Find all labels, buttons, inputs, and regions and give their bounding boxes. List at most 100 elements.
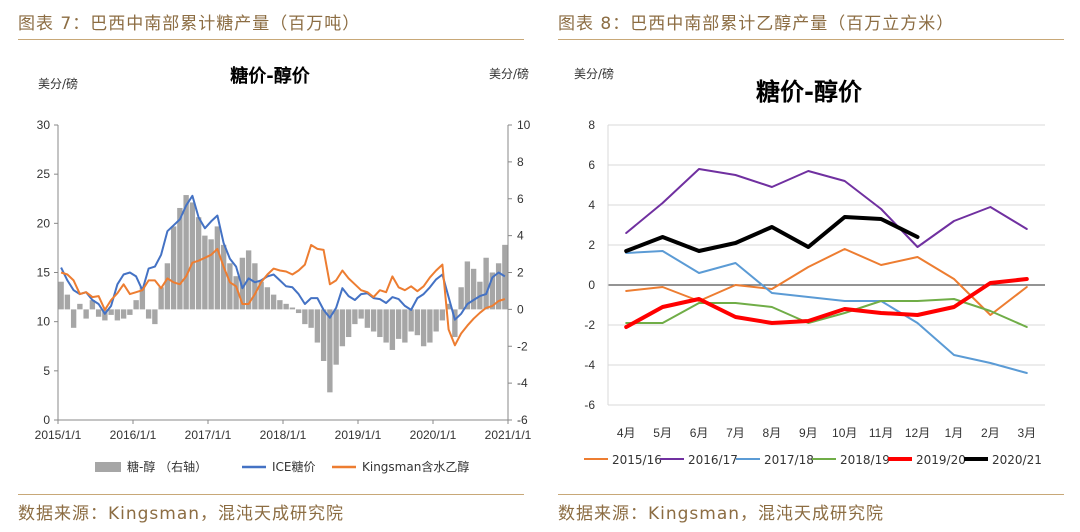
spread-bar <box>114 309 121 321</box>
legend-ice-label: ICE糖价 <box>272 459 316 474</box>
series-line-2016-17 <box>625 168 1028 248</box>
x-tick-label: 2月 <box>981 426 1000 440</box>
y-tick-label: 6 <box>588 158 595 172</box>
spread-bar <box>239 257 246 310</box>
spread-bar <box>439 309 446 321</box>
right-y-tick-label: 6 <box>517 192 524 206</box>
panel-right-chart8: 图表 8：巴西中南部累计乙醇产量（百万立方米） 糖价-醇价 美分/磅 -6 -4 -2 0… <box>540 0 1080 532</box>
spread-bar <box>58 281 64 310</box>
x-tick-label: 2019/1/1 <box>335 428 382 442</box>
x-tick-label: 3月 <box>1017 426 1036 440</box>
spread-bar <box>158 287 164 310</box>
spread-bar <box>83 309 89 319</box>
y-tick-label: -6 <box>584 398 595 412</box>
x-tick-label: 5月 <box>653 426 672 440</box>
spread-bar <box>102 309 108 321</box>
left-y-tick-label: 25 <box>37 167 51 181</box>
x-tick-label: 8月 <box>763 426 782 440</box>
x-tick-label: 2015/1/1 <box>35 428 82 442</box>
y-tick-label: -2 <box>584 318 595 332</box>
series-line-2015-16 <box>625 248 1028 316</box>
series-line-2020-21 <box>624 215 920 253</box>
spread-bar <box>445 303 452 310</box>
source-note: 数据来源：Kingsman，混沌天成研究院 <box>18 504 345 524</box>
left-axis-unit: 美分/磅 <box>38 76 78 91</box>
spread-bar <box>89 300 96 310</box>
spread-bar <box>370 309 377 332</box>
spread-bar <box>358 309 364 319</box>
spread-bar <box>64 294 71 310</box>
spread-bar <box>70 309 77 328</box>
spread-bar <box>383 309 389 343</box>
spread-bar <box>333 309 339 365</box>
spread-bar <box>320 309 327 361</box>
spread-bar <box>289 307 296 310</box>
right-y-tick-label: -6 <box>517 413 528 427</box>
spread-bar <box>314 309 321 343</box>
spread-bar <box>495 263 502 310</box>
spread-bar <box>258 281 264 310</box>
right-y-tick-label: 0 <box>517 302 524 316</box>
spread-bar <box>77 303 83 310</box>
spread-bar <box>164 263 171 310</box>
x-tick-label: 2017/1/1 <box>185 428 232 442</box>
spread-bar <box>452 309 458 338</box>
x-tick-label: 2021/1/1 <box>485 428 532 442</box>
source-divider <box>18 494 524 495</box>
spread-bar <box>302 309 308 325</box>
figure-title: 图表 8：巴西中南部累计乙醇产量（百万立方米） <box>558 14 955 34</box>
kingsman-ethanol-line <box>60 244 506 347</box>
spread-bar <box>427 309 433 343</box>
spread-bar <box>327 309 333 393</box>
spread-bar <box>264 287 271 310</box>
spread-bar <box>470 268 477 310</box>
legend-label-2019-20: 2019/20 <box>916 453 966 467</box>
spread-bar <box>214 226 221 310</box>
spread-bar <box>233 276 239 310</box>
spread-bar <box>433 309 439 332</box>
x-tick-label: 6月 <box>690 426 709 440</box>
left-y-tick-label: 20 <box>37 216 51 230</box>
legend-kingsman-label: Kingsman含水乙醇 <box>362 459 469 474</box>
spread-bar <box>345 309 352 338</box>
legend-spread-swatch <box>95 462 121 472</box>
spread-bar <box>483 257 489 310</box>
right-y-tick-label: 10 <box>517 118 531 132</box>
x-tick-label: 1月 <box>945 426 964 440</box>
left-y-tick-label: 15 <box>37 266 51 280</box>
spread-bar <box>133 300 139 310</box>
y-tick-label: 8 <box>588 118 595 132</box>
legend-label-2016-17: 2016/17 <box>688 453 738 467</box>
chart-title: 糖价-醇价 <box>230 65 310 87</box>
spread-bar <box>252 263 258 310</box>
legend-label-2017-18: 2017/18 <box>764 453 814 467</box>
spread-bar <box>458 287 464 310</box>
legend-label-2018-19: 2018/19 <box>840 453 890 467</box>
y-tick-label: 4 <box>588 198 595 212</box>
legend-label-2020-21: 2020/21 <box>992 453 1042 467</box>
chart-title: 糖价-醇价 <box>756 78 863 106</box>
series-line-2017-18 <box>625 250 1028 374</box>
x-tick-label: 9月 <box>799 426 818 440</box>
spread-bar <box>295 309 302 314</box>
spread-bar <box>502 244 508 310</box>
source-divider <box>558 494 1064 495</box>
seasonal-spread-chart: 糖价-醇价 美分/磅 -6 -4 -2 0 2 4 6 8 4月 5月 6月 7月 8月 9月 10月 11月 12… <box>574 66 1045 467</box>
spread-bar <box>408 309 414 332</box>
right-y-tick-label: -4 <box>517 376 528 390</box>
spread-bar <box>227 263 233 310</box>
left-y-tick-label: 30 <box>37 118 51 132</box>
spread-bar <box>283 303 289 310</box>
spread-bar <box>277 300 283 310</box>
spread-bar <box>170 226 177 310</box>
right-y-tick-label: -2 <box>517 339 528 353</box>
x-tick-label: 7月 <box>726 426 745 440</box>
x-tick-label: 12月 <box>905 426 930 440</box>
spread-bar <box>352 309 358 325</box>
y-tick-label: -4 <box>584 358 595 372</box>
spread-bar <box>270 294 277 310</box>
left-y-tick-label: 10 <box>37 315 51 329</box>
y-tick-label: 0 <box>588 278 595 292</box>
spread-bar <box>402 309 408 343</box>
x-tick-label: 2016/1/1 <box>110 428 157 442</box>
